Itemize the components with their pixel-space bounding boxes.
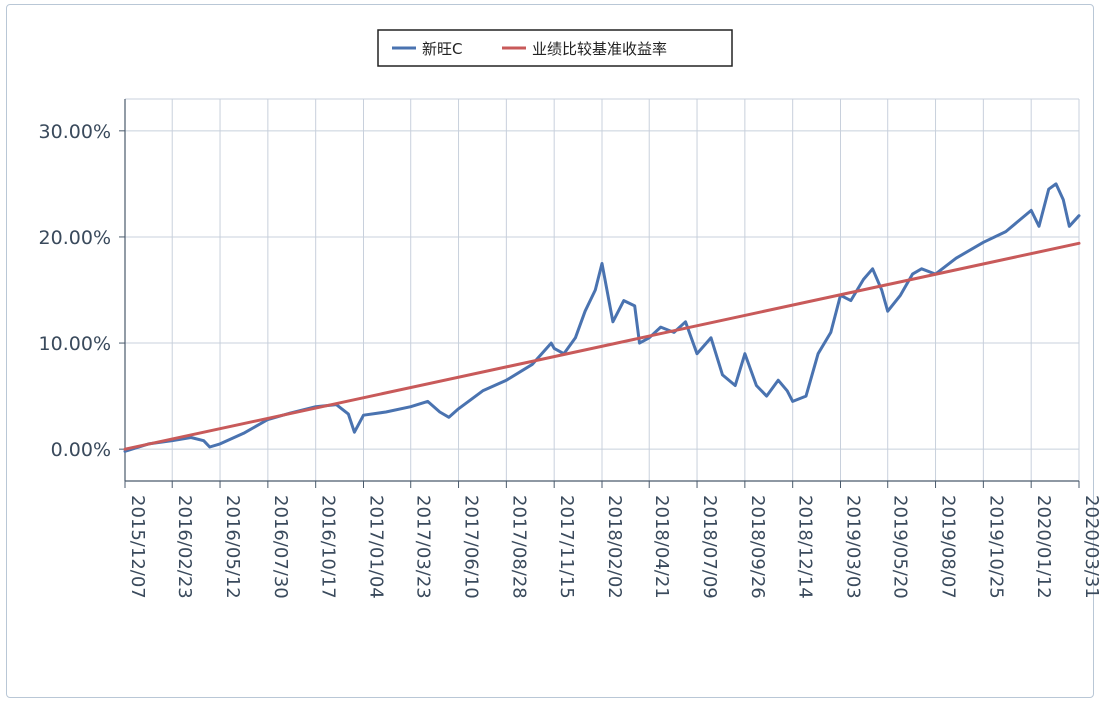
series-layer	[123, 182, 1081, 453]
x-tick-label: 2017/01/04	[366, 495, 387, 599]
x-tick-label: 2016/02/23	[174, 495, 195, 599]
x-tick-label: 2018/09/26	[747, 495, 768, 599]
x-tick-label: 2020/01/12	[1033, 495, 1054, 599]
x-tick-label: 2017/08/28	[508, 495, 529, 599]
x-tick-label: 2017/06/10	[461, 495, 482, 599]
legend-box	[377, 29, 733, 67]
x-tick-label: 2019/05/20	[890, 495, 911, 599]
y-tick-label: 10.00%	[39, 333, 111, 355]
x-tick-label: 2019/03/03	[843, 495, 864, 599]
x-axis-ticks: 2015/12/07 2016/02/23 2016/05/12 2016/07/30…	[127, 495, 1102, 599]
x-tick-label: 2017/11/15	[556, 495, 577, 599]
x-tick-label: 2017/03/23	[413, 495, 434, 599]
y-axis-ticks: 0.00% 10.00% 20.00% 30.00%	[39, 121, 111, 461]
x-tick-label: 2016/07/30	[270, 495, 291, 599]
x-tick-label: 2020/03/31	[1081, 495, 1102, 599]
x-tick-label: 2015/12/07	[127, 495, 148, 599]
x-tick-label: 2018/04/21	[651, 495, 672, 599]
y-tick-label: 0.00%	[51, 439, 111, 461]
x-tick-label: 2016/05/12	[222, 495, 243, 599]
series-line-0	[123, 182, 1081, 453]
x-tick-label: 2018/02/02	[604, 495, 625, 599]
x-tick-label: 2019/10/25	[985, 495, 1006, 599]
x-tick-label: 2018/12/14	[795, 495, 816, 599]
x-tick-label: 2019/08/07	[938, 495, 959, 599]
axes	[119, 98, 1080, 488]
series-line-1	[123, 241, 1081, 451]
legend-label-series-0: 新旺C	[422, 40, 462, 58]
y-tick-label: 20.00%	[39, 227, 111, 249]
x-tick-label: 2018/07/09	[699, 495, 720, 599]
y-tick-label: 30.00%	[39, 121, 111, 143]
legend-label-series-1: 业绩比较基准收益率	[532, 40, 667, 58]
legend[interactable]: 新旺C 业绩比较基准收益率	[377, 29, 733, 67]
chart-container	[6, 4, 1094, 698]
grid	[124, 99, 1080, 481]
x-tick-label: 2016/10/17	[318, 495, 339, 599]
